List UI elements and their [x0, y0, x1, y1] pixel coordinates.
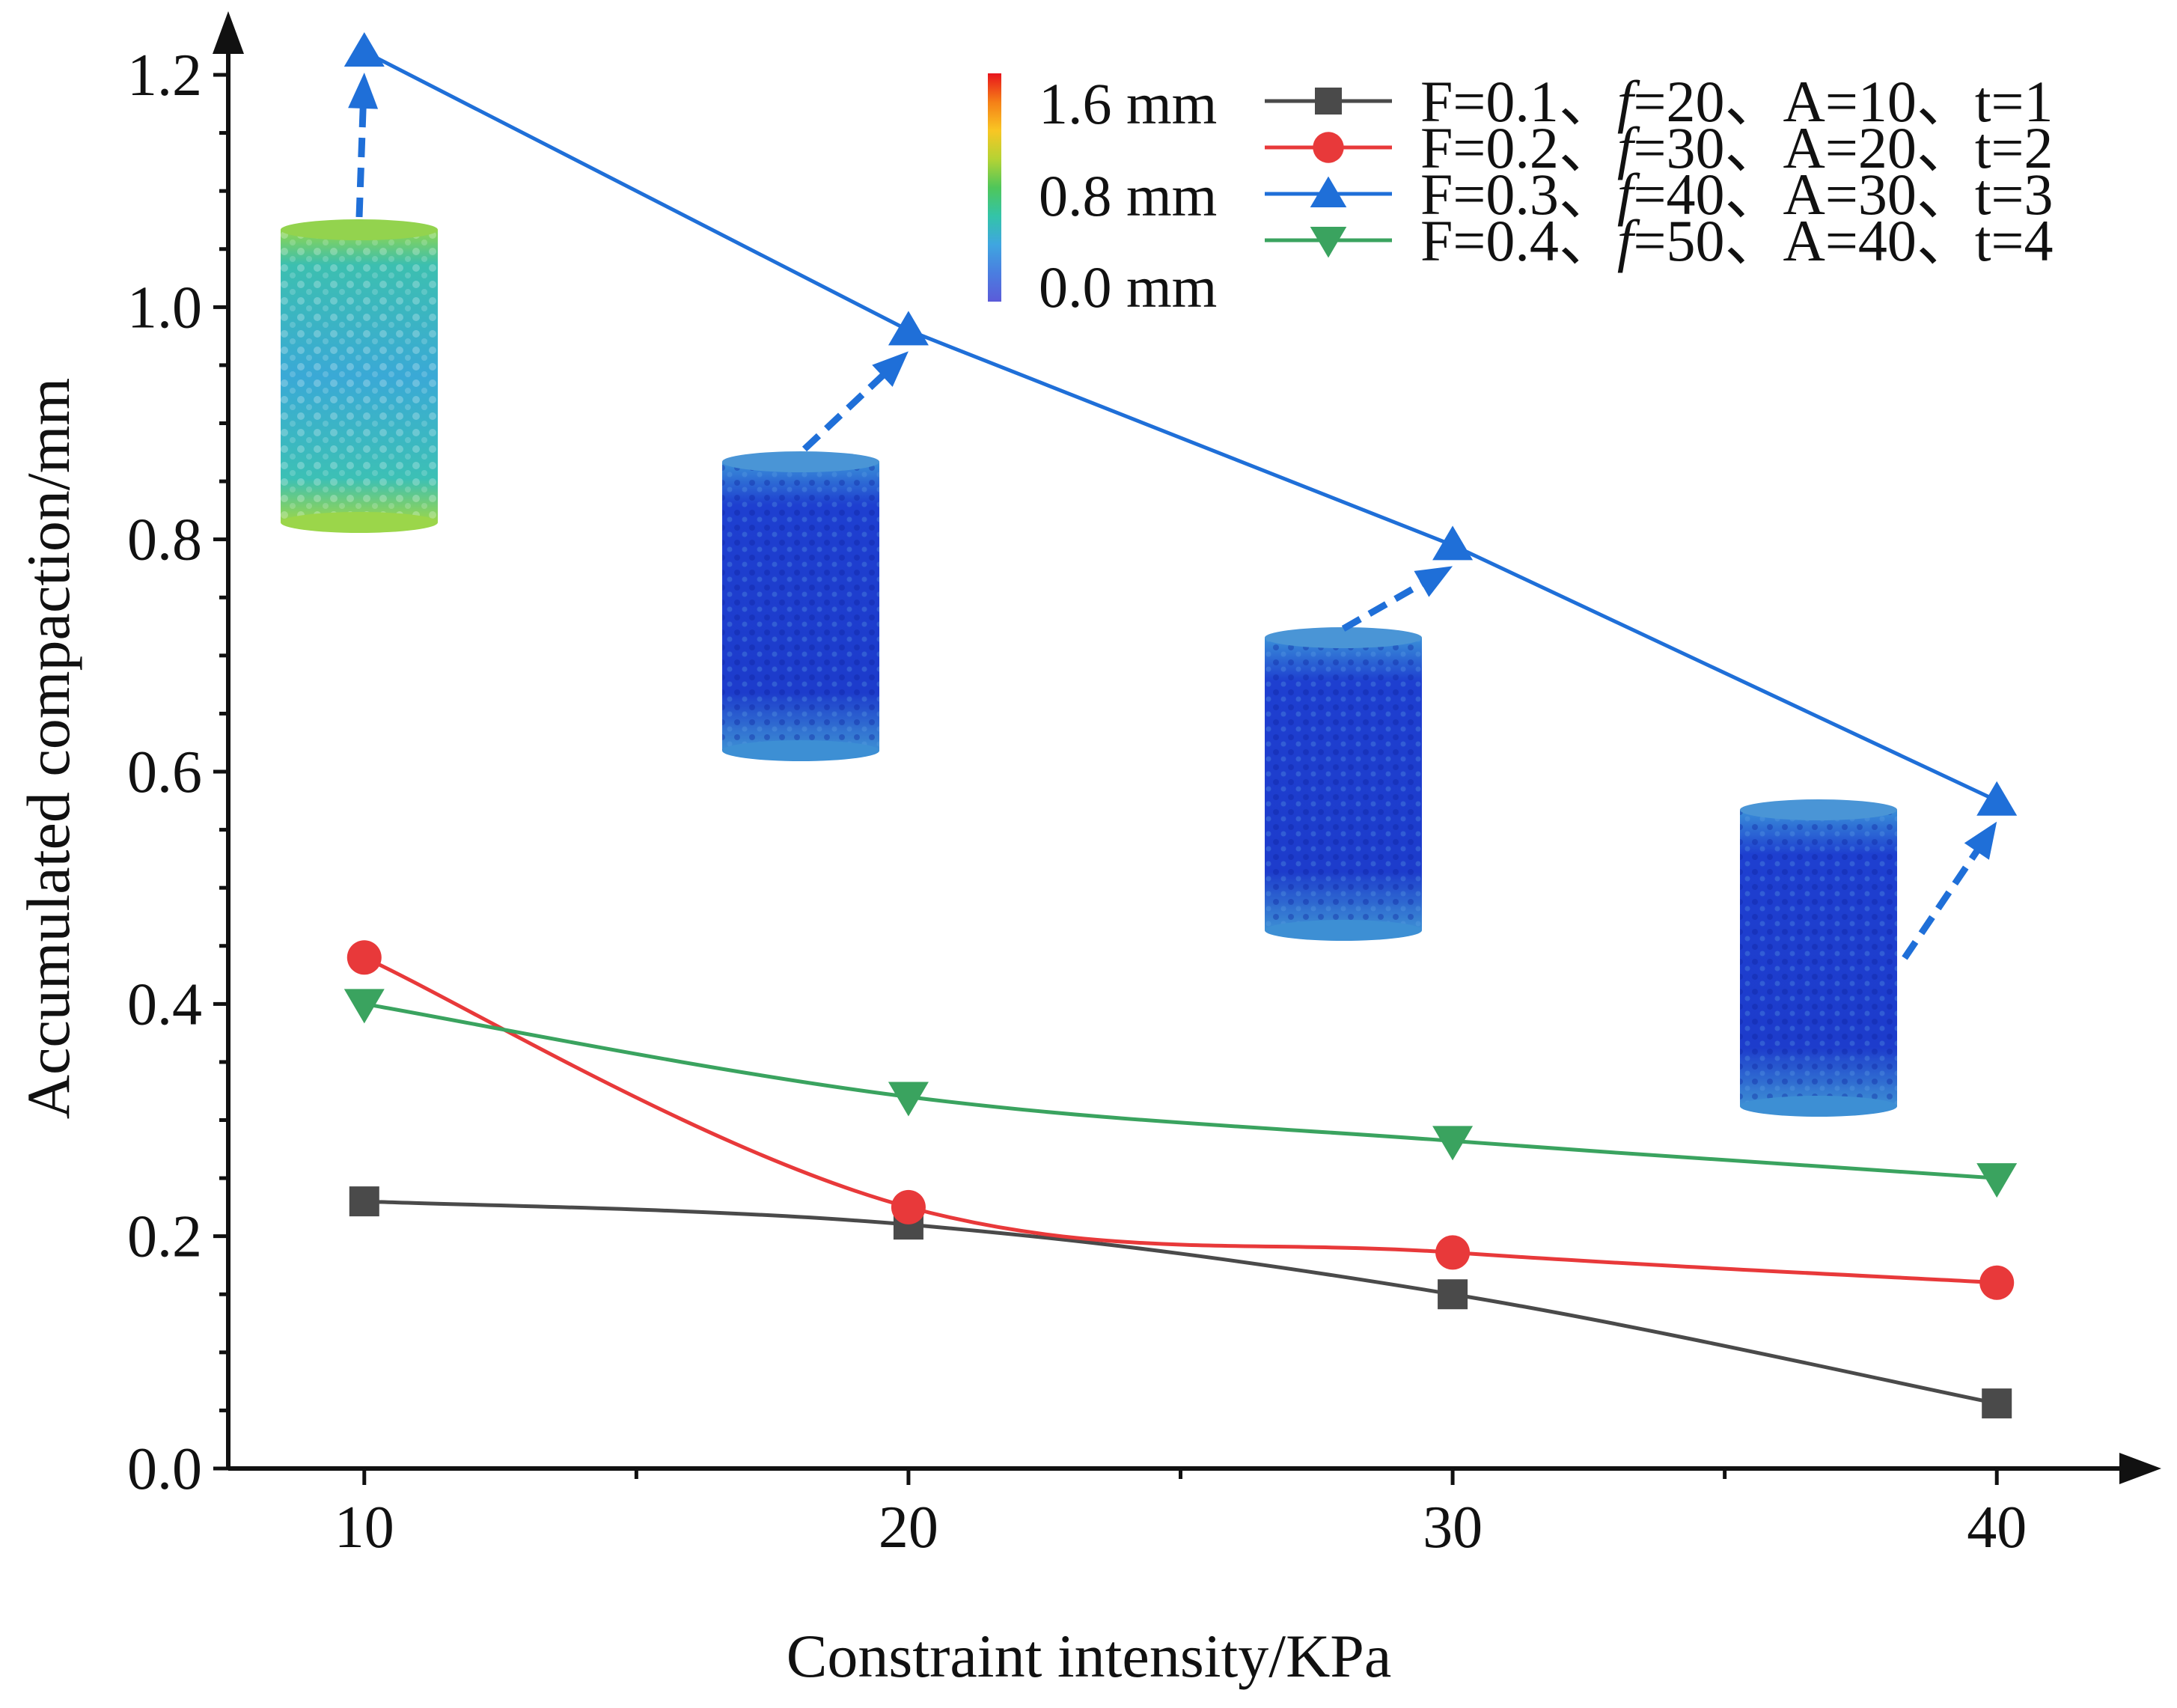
data-point-circle: [1979, 1265, 2015, 1300]
legend-item: F=0.4、f=50、A=40、t=4: [1265, 208, 2054, 273]
dashed-arrow-head-icon: [872, 351, 909, 387]
y-axis-arrow-icon: [213, 11, 244, 54]
legend-label: F=0.1、f=20、A=10、t=1: [1420, 69, 2054, 134]
sample-bottom: [281, 512, 438, 533]
series-1: [349, 1186, 2012, 1419]
y-tick-label: 0.0: [127, 1436, 202, 1502]
sample-bottom: [1265, 920, 1422, 941]
x-axis-title: Constraint intensity/KPa: [787, 1622, 1392, 1690]
legend-marker-circle: [1313, 132, 1344, 163]
sample-top: [1265, 627, 1422, 648]
y-tick-label: 0.8: [127, 507, 202, 573]
data-point-triangle-down: [1976, 1163, 2018, 1198]
sample-render: [281, 72, 438, 533]
dashed-arrow-head-icon: [1414, 566, 1453, 597]
legend-item: F=0.2、f=30、A=20、t=2: [1265, 115, 2054, 180]
data-point-square: [1982, 1388, 2012, 1419]
y-axis-title: Accumulated compaction/mm: [14, 378, 82, 1120]
legend-marker-triangle-up: [1310, 176, 1347, 207]
sample-texture: [722, 462, 879, 751]
data-point-triangle-up: [1976, 781, 2018, 816]
data-point-square: [349, 1186, 379, 1217]
x-tick-label: 10: [335, 1495, 394, 1561]
sample-top: [281, 219, 438, 240]
ticks: 10 20 30 40 0.0 0.2 0.4 0.6 0.8 1.0 1.2: [127, 43, 2027, 1561]
dashed-arrow-head-icon: [348, 72, 379, 109]
dashed-arrow-line: [1341, 577, 1430, 632]
legend-item: F=0.1、f=20、A=10、t=1: [1265, 69, 2054, 134]
data-point-triangle-down: [344, 989, 385, 1024]
x-axis-arrow-icon: [2119, 1453, 2161, 1484]
data-point-circle: [346, 940, 382, 975]
y-tick-label: 0.6: [127, 739, 202, 805]
sample-render: [1740, 799, 1997, 1117]
sample-renders: [281, 72, 1997, 1117]
data-point-circle: [1435, 1235, 1471, 1270]
sample-top: [722, 451, 879, 472]
series-line: [363, 955, 1997, 1285]
data-point-circle: [891, 1189, 926, 1224]
data-point-triangle-up: [888, 311, 929, 346]
colorbar: 1.6 mm 0.8 mm 0.0 mm: [988, 71, 1217, 320]
sample-render: [1265, 566, 1453, 941]
sample-texture: [281, 230, 438, 522]
data-point-square: [1438, 1279, 1468, 1310]
series-2: [346, 940, 2015, 1300]
data-point-triangle-down: [1432, 1126, 1474, 1161]
series-line: [363, 49, 1998, 803]
sample-top: [1740, 799, 1897, 820]
colorbar-label-min: 0.0 mm: [1039, 254, 1217, 320]
legend-marker-triangle-down: [1310, 227, 1347, 258]
y-tick-label: 1.0: [127, 275, 202, 341]
x-tick-label: 40: [1967, 1495, 2027, 1561]
series-4: [344, 989, 2018, 1198]
colorbar-label-mid: 0.8 mm: [1039, 163, 1217, 228]
data-point-triangle-up: [344, 31, 385, 67]
sample-texture: [1740, 810, 1897, 1106]
sample-bottom: [722, 740, 879, 761]
series-line: [364, 1199, 1997, 1406]
legend-label: F=0.4、f=50、A=40、t=4: [1420, 208, 2054, 273]
data-point-triangle-down: [888, 1082, 929, 1117]
series-layer: [344, 31, 2018, 1419]
x-tick-label: 20: [879, 1495, 938, 1561]
dashed-arrow-line: [802, 368, 891, 452]
series-3: [344, 31, 2018, 816]
dashed-arrow-head-icon: [1964, 821, 1997, 860]
sample-texture: [1265, 638, 1422, 930]
y-tick-label: 1.2: [127, 43, 202, 109]
sample-bottom: [1740, 1096, 1897, 1117]
legend-item: F=0.3、f=40、A=30、t=3: [1265, 162, 2054, 227]
axes: 10 20 30 40 0.0 0.2 0.4 0.6 0.8 1.0 1.2: [127, 11, 2161, 1561]
y-tick-label: 0.4: [127, 972, 202, 1037]
dashed-arrow-line: [1902, 843, 1984, 960]
legend-label: F=0.2、f=30、A=20、t=2: [1420, 115, 2054, 180]
y-tick-label: 0.2: [127, 1204, 202, 1270]
dashed-arrow-line: [355, 100, 367, 218]
data-point-triangle-up: [1432, 525, 1474, 561]
x-tick-label: 30: [1423, 1495, 1483, 1561]
legend: F=0.1、f=20、A=10、t=1F=0.2、f=30、A=20、t=2F=…: [1265, 69, 2054, 273]
colorbar-strip: [988, 73, 1001, 302]
legend-label: F=0.3、f=40、A=30、t=3: [1420, 162, 2054, 227]
sample-render: [722, 351, 909, 761]
colorbar-label-max: 1.6 mm: [1039, 71, 1217, 136]
series-line: [364, 1001, 1997, 1180]
legend-marker-square: [1315, 88, 1342, 115]
